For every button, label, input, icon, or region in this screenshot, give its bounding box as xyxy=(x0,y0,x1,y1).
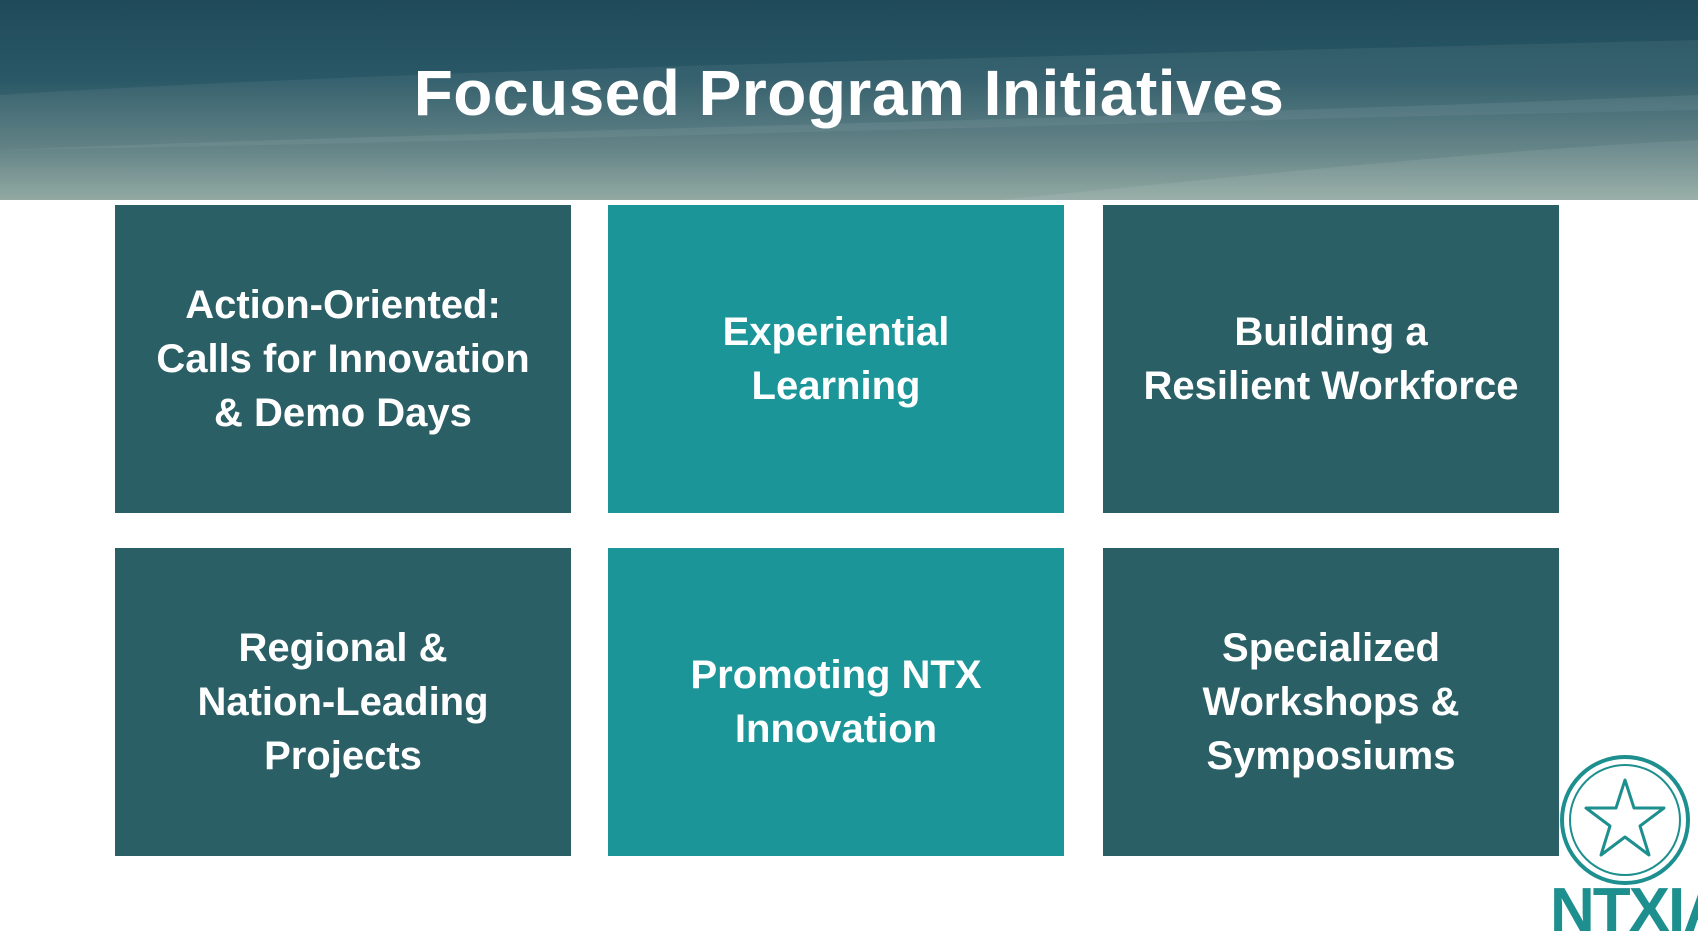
header-swoosh-decoration xyxy=(0,40,1698,200)
tile-promoting-innovation: Promoting NTX Innovation xyxy=(608,548,1064,856)
page-title: Focused Program Initiatives xyxy=(413,57,1285,129)
star-seal-icon xyxy=(1560,755,1690,885)
tile-label: Promoting NTX Innovation xyxy=(690,653,982,751)
tile-label: Experiential Learning xyxy=(722,310,950,408)
tile-resilient-workforce: Building a Resilient Workforce xyxy=(1103,205,1559,513)
tile-label: Specialized Workshops & Symposiums xyxy=(1202,626,1460,778)
tile-regional-projects: Regional & Nation-Leading Projects xyxy=(115,548,571,856)
tile-experiential-learning: Experiential Learning xyxy=(608,205,1064,513)
header-banner: Focused Program Initiatives xyxy=(0,0,1698,200)
tile-label: Action-Oriented: Calls for Innovation & … xyxy=(156,283,530,435)
tile-label: Building a Resilient Workforce xyxy=(1143,310,1519,408)
logo-wordmark: NTXIA xyxy=(1550,876,1698,945)
tile-specialized-workshops: Specialized Workshops & Symposiums xyxy=(1103,548,1559,856)
tile-action-oriented: Action-Oriented: Calls for Innovation & … xyxy=(115,205,571,513)
tile-label: Regional & Nation-Leading Projects xyxy=(197,626,489,778)
